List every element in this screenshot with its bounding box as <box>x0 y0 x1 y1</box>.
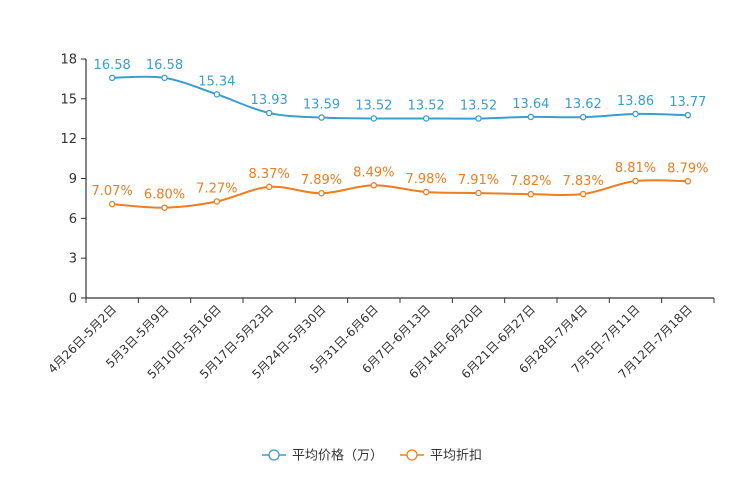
data-label: 7.82% <box>510 174 551 189</box>
data-label: 13.52 <box>460 98 497 113</box>
data-label: 8.37% <box>249 167 290 182</box>
y-tick-label: 18 <box>60 53 77 68</box>
data-point <box>684 111 692 119</box>
data-point <box>213 91 221 98</box>
data-point <box>370 115 378 122</box>
series-2: 7.07% 6.80% 7.27% 8.37% 7.89% 8.49% 7.98% 7.91%… <box>92 161 708 211</box>
data-label: 6.80% <box>144 188 185 203</box>
data-point <box>527 190 535 198</box>
data-label: 13.77 <box>669 95 706 110</box>
data-label: 8.81% <box>615 161 656 176</box>
data-point <box>632 110 639 118</box>
data-label: 7.91% <box>458 173 499 188</box>
data-label: 7.98% <box>406 172 447 187</box>
data-point <box>108 74 116 82</box>
data-point <box>684 178 692 185</box>
data-point <box>265 183 273 191</box>
data-label: 13.59 <box>303 98 340 113</box>
y-tick-label: 9 <box>69 172 77 187</box>
data-point <box>475 115 482 122</box>
data-label: 13.64 <box>512 97 549 112</box>
series-line <box>112 75 688 120</box>
legend-marker <box>406 449 418 461</box>
data-label: 7.83% <box>563 174 604 189</box>
data-label: 13.52 <box>355 98 392 113</box>
data-label: 13.93 <box>251 93 288 108</box>
y-tick-label: 12 <box>60 132 77 147</box>
data-label: 8.79% <box>667 161 708 176</box>
data-point <box>422 115 430 122</box>
data-label: 7.07% <box>92 184 133 199</box>
y-tick-label: 15 <box>60 92 77 107</box>
data-point <box>370 182 378 189</box>
legend-entry-1: 平均价格（万） <box>262 448 383 464</box>
legend-label: 平均价格（万） <box>292 448 383 464</box>
series-layer: 16.58 16.58 15.34 13.93 13.59 13.52 13.52 13.52… <box>92 58 708 211</box>
series-1: 16.58 16.58 15.34 13.93 13.59 13.52 13.52 13.52… <box>94 58 706 122</box>
data-point <box>318 114 325 121</box>
data-label: 16.58 <box>94 58 131 73</box>
data-point <box>475 189 482 197</box>
data-point <box>213 198 221 205</box>
data-label: 13.52 <box>408 98 445 113</box>
data-point <box>161 74 168 82</box>
series-line <box>112 179 688 209</box>
data-point <box>265 109 273 117</box>
data-point <box>108 200 116 208</box>
data-point <box>527 113 535 121</box>
data-point <box>422 188 430 196</box>
data-label: 8.49% <box>353 165 394 180</box>
y-tick-label: 3 <box>69 252 77 267</box>
data-label: 16.58 <box>146 58 183 73</box>
data-label: 7.27% <box>196 181 237 196</box>
legend-marker <box>268 449 280 461</box>
data-label: 13.86 <box>617 94 654 109</box>
legend: 平均价格（万） 平均折扣 <box>262 448 482 464</box>
data-point <box>579 190 587 198</box>
data-point <box>632 177 639 185</box>
data-label: 15.34 <box>198 74 235 89</box>
y-tick-label: 6 <box>69 212 77 227</box>
data-point <box>161 204 168 211</box>
legend-entry-2: 平均折扣 <box>400 449 482 464</box>
legend-label: 平均折扣 <box>430 449 482 464</box>
y-tick-label: 0 <box>69 292 77 307</box>
data-point <box>579 113 587 121</box>
data-label: 7.89% <box>301 173 342 188</box>
data-label: 13.62 <box>565 97 602 112</box>
data-point <box>318 189 325 197</box>
